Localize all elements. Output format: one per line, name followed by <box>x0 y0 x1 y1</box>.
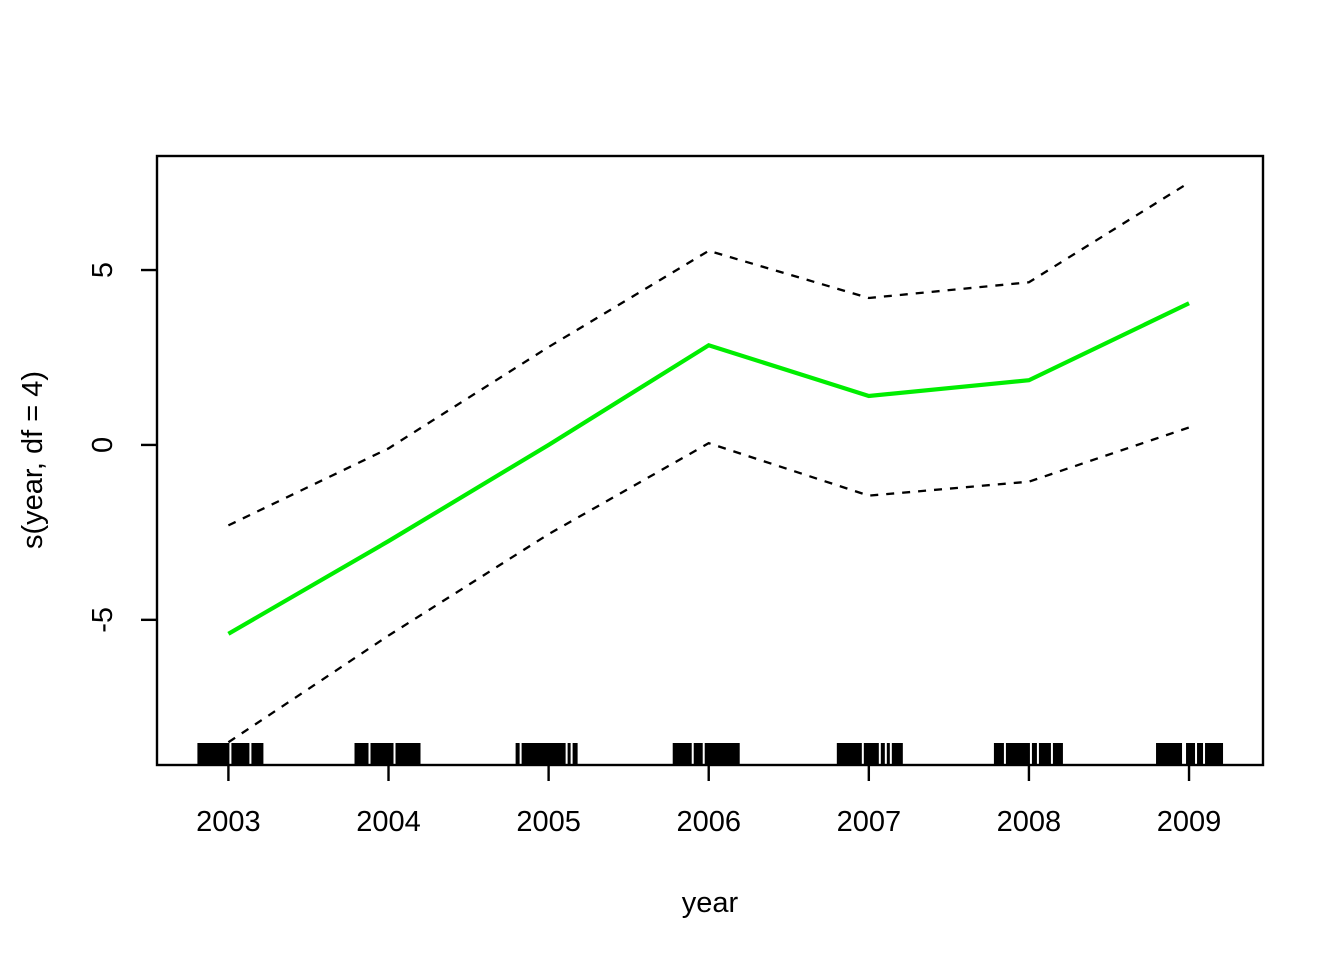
x-tick-label: 2008 <box>997 806 1062 838</box>
y-tick-label: -5 <box>87 607 119 633</box>
rug-mark <box>1005 743 1030 764</box>
rug-mark <box>515 743 520 764</box>
x-tick-label: 2003 <box>196 806 261 838</box>
rug-mark <box>863 743 879 764</box>
rug-mark <box>1031 743 1037 764</box>
rug-mark <box>395 743 421 764</box>
rug-mark <box>1038 743 1051 764</box>
rug-mark <box>836 743 862 764</box>
x-axis-ticks: 2003 2004 2005 2006 2007 2008 2009 <box>196 765 1221 838</box>
rug-mark <box>880 743 885 764</box>
rug-mark <box>197 743 230 764</box>
x-tick-label: 2005 <box>516 806 581 838</box>
fitted-smooth-line <box>227 301 1190 636</box>
rug-mark <box>370 743 394 764</box>
plot-series <box>227 181 1190 744</box>
x-tick-label: 2007 <box>837 806 902 838</box>
x-axis-label: year <box>682 887 739 919</box>
rug-mark <box>572 743 578 764</box>
rug-mark <box>693 743 703 764</box>
y-axis-label: s(year, df = 4) <box>17 371 49 549</box>
rug-mark <box>704 743 740 764</box>
y-tick-label: 0 <box>87 437 119 453</box>
x-tick-label: 2006 <box>676 806 741 838</box>
lower-confidence-line <box>227 426 1190 744</box>
rug-mark <box>672 743 692 764</box>
y-axis-ticks: -5 0 5 <box>87 262 157 633</box>
rug-mark <box>1205 743 1224 764</box>
rug-mark <box>1197 743 1204 764</box>
rug-mark <box>251 743 264 764</box>
y-tick-label: 5 <box>87 262 119 278</box>
rug-mark <box>1156 743 1183 764</box>
plot-box <box>155 154 1265 767</box>
rug-mark <box>354 743 369 764</box>
x-tick-label: 2004 <box>356 806 421 838</box>
x-tick-label: 2009 <box>1157 806 1222 838</box>
rug-mark <box>886 743 890 764</box>
rug-mark <box>1052 743 1063 764</box>
rug-marks <box>197 743 1224 764</box>
rug-mark <box>993 743 1004 764</box>
rug-mark <box>231 743 250 764</box>
rug-mark <box>891 743 903 764</box>
upper-confidence-line <box>227 181 1190 527</box>
rug-mark <box>1186 743 1196 764</box>
rug-mark <box>567 743 571 764</box>
rug-mark <box>521 743 566 764</box>
